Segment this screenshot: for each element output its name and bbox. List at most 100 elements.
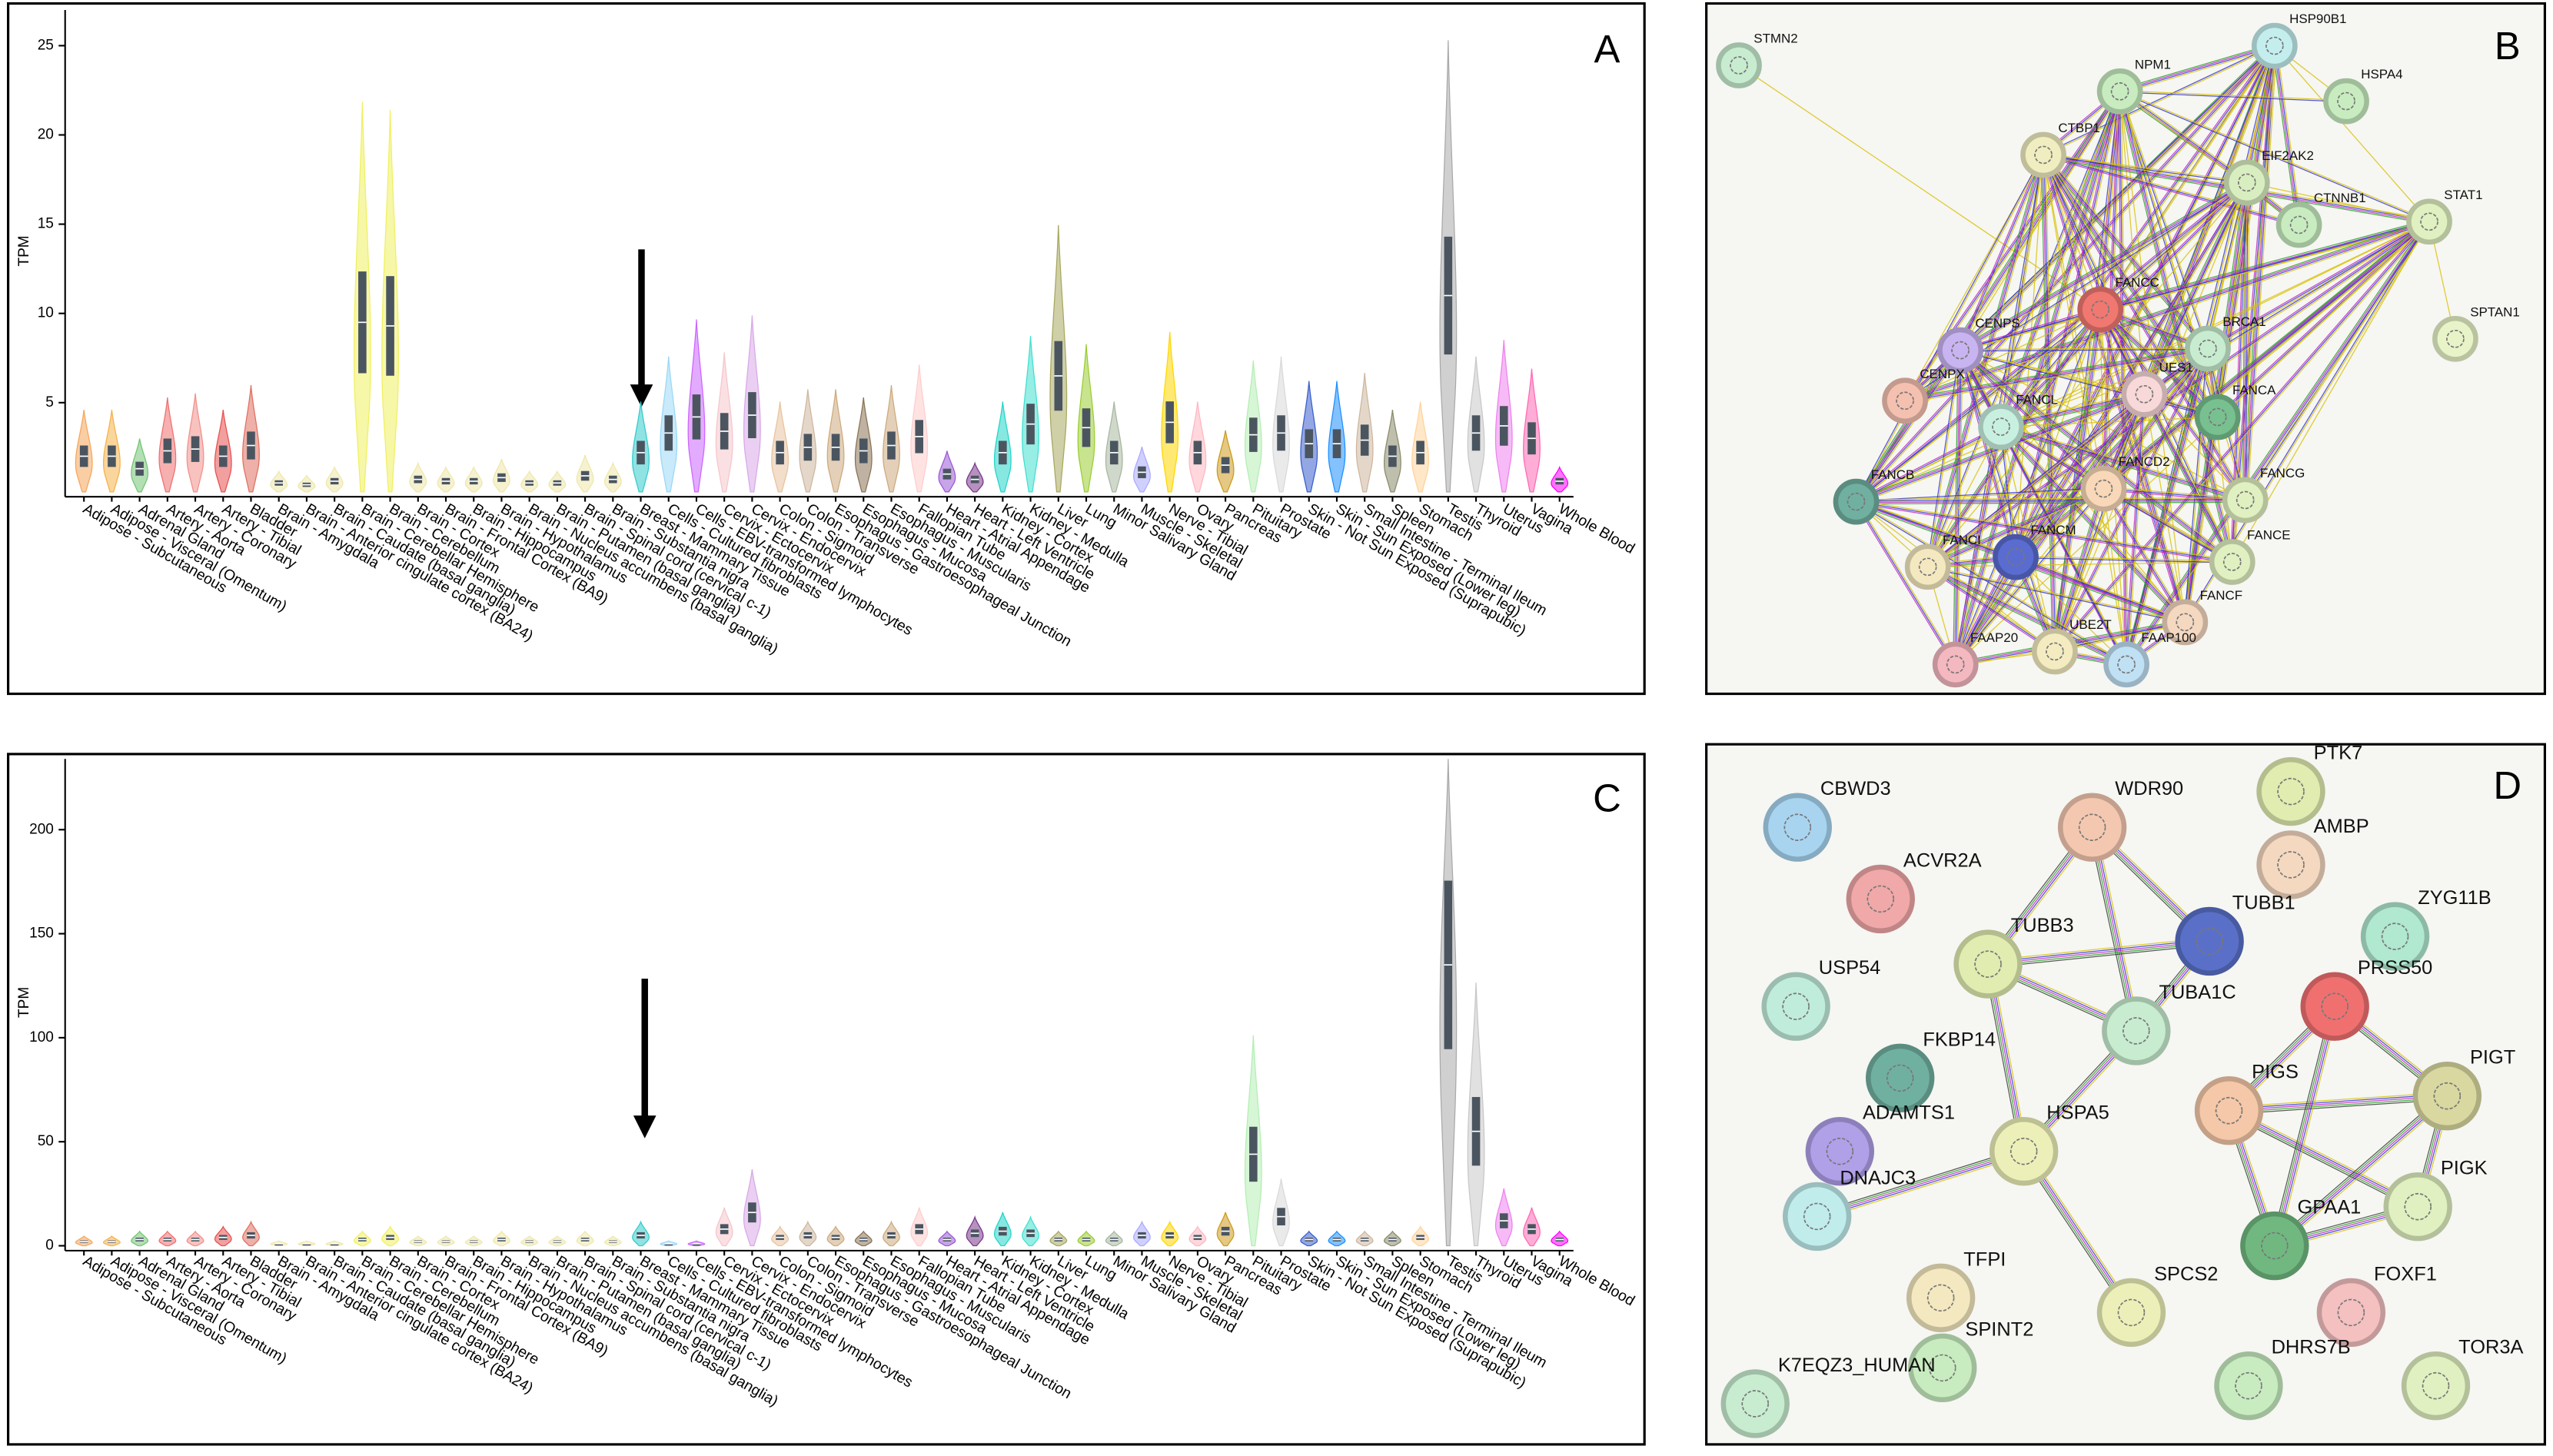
panel-label: C	[1593, 776, 1621, 820]
node-inner	[1942, 332, 1979, 368]
node-structure	[2337, 91, 2355, 111]
y-tick-label: 150	[29, 926, 54, 942]
edge	[2042, 155, 2055, 652]
edge	[1954, 393, 2145, 665]
edge	[1927, 561, 2232, 567]
edge	[1857, 500, 1957, 664]
node-label: FANCM	[2030, 523, 2076, 537]
node-label: UBE2T	[2069, 617, 2112, 632]
node-inner	[2406, 1356, 2465, 1415]
node-label: SPCS2	[2154, 1263, 2218, 1285]
edge	[2043, 155, 2299, 227]
edge	[1905, 350, 2209, 404]
node-label: K7EQZ3_HUMAN	[1778, 1355, 1936, 1376]
node-label: NPM1	[2135, 57, 2171, 71]
edge	[2000, 391, 2144, 426]
edge	[2016, 556, 2232, 562]
node-label: DNAJC3	[1840, 1167, 1916, 1188]
node-label: PIGT	[2470, 1047, 2515, 1069]
node-label: DHRS7B	[2272, 1337, 2351, 1358]
node-inner	[2245, 1216, 2304, 1275]
edge	[2099, 309, 2218, 418]
y-tick-label: 25	[38, 37, 54, 53]
node-inner	[2102, 73, 2138, 110]
edge	[1856, 500, 2246, 504]
edge	[2102, 489, 2185, 623]
node-inner	[2126, 376, 2162, 413]
node-inner	[2328, 83, 2365, 119]
edge	[2043, 153, 2300, 224]
panel-label: D	[2493, 763, 2521, 807]
node-label: TFPI	[1963, 1248, 2006, 1270]
node-inner	[1997, 539, 2034, 575]
edge	[2229, 1097, 2448, 1113]
edge	[1905, 221, 2430, 402]
y-axis-label: TPM	[16, 235, 32, 266]
node-structure	[2034, 145, 2053, 165]
node-inner	[2167, 604, 2203, 640]
edge	[2127, 394, 2146, 665]
edge	[1954, 487, 2104, 665]
edge	[1959, 180, 2246, 349]
node-structure	[1803, 1202, 1831, 1231]
node-structure	[2094, 479, 2113, 498]
edge	[2015, 91, 2121, 557]
edge	[2276, 45, 2302, 225]
edge	[1987, 939, 2209, 963]
edge	[1856, 501, 2056, 652]
edge	[2101, 307, 2220, 416]
edge	[2245, 221, 2431, 501]
edge	[1738, 65, 2101, 311]
edge	[2093, 826, 2139, 1031]
edge	[2044, 154, 2187, 622]
node-label: CTBP1	[2058, 121, 2100, 135]
edge	[1927, 566, 2056, 652]
node-inner	[2261, 835, 2321, 895]
edge	[1856, 498, 2246, 502]
edge	[1855, 349, 1960, 502]
node-inner	[2418, 1066, 2477, 1125]
node-label: CENPX	[1920, 367, 1964, 381]
node-structure	[1928, 1354, 1956, 1382]
node-label: ZYG11B	[2418, 887, 2492, 909]
edge	[2246, 182, 2249, 500]
node-inner	[2199, 1081, 2259, 1140]
node-structure	[2404, 1192, 2432, 1221]
node-label: PIGS	[2252, 1062, 2299, 1083]
edge	[2016, 350, 2210, 559]
edge	[2119, 45, 2275, 91]
edge	[1817, 1151, 2024, 1218]
edge	[2055, 394, 2146, 652]
edge	[2244, 45, 2275, 500]
network: STMN2 HSP90B1 NPM1 HSPA4 CTBP1 EIF2AK2 CTNNB1 S…	[1716, 12, 2520, 688]
arrow-a	[630, 249, 653, 407]
edge	[1956, 350, 1963, 665]
node-label: PIGK	[2441, 1158, 2488, 1179]
edge	[2054, 182, 2248, 652]
node-structure	[2446, 329, 2465, 348]
edge	[1855, 424, 2001, 501]
edge	[2120, 89, 2249, 181]
node-inner	[2219, 1356, 2279, 1415]
edge	[1855, 501, 1956, 665]
y-axis-label: TPM	[16, 987, 32, 1018]
edge	[1856, 350, 1962, 503]
edge	[1960, 221, 2430, 352]
node-label: FAAP100	[2141, 630, 2196, 645]
node-label: FANCD2	[2119, 454, 2170, 469]
node-structure	[2381, 922, 2409, 950]
edge	[2120, 47, 2275, 95]
node-inner	[1958, 934, 2018, 994]
node-label: FANCI	[1943, 533, 1981, 547]
node-label: PRSS50	[2358, 957, 2432, 979]
node-label: TUBB3	[2011, 915, 2074, 936]
node-label: USP54	[1819, 957, 1881, 979]
edge	[2099, 309, 2186, 623]
edge	[1854, 181, 2247, 501]
edge	[1960, 349, 2219, 417]
edge	[1960, 307, 2100, 350]
node-label: HSPA4	[2361, 67, 2402, 81]
node-inner	[2281, 207, 2317, 243]
node-structure	[2123, 1017, 2150, 1045]
node-label: TOR3A	[2458, 1337, 2523, 1358]
